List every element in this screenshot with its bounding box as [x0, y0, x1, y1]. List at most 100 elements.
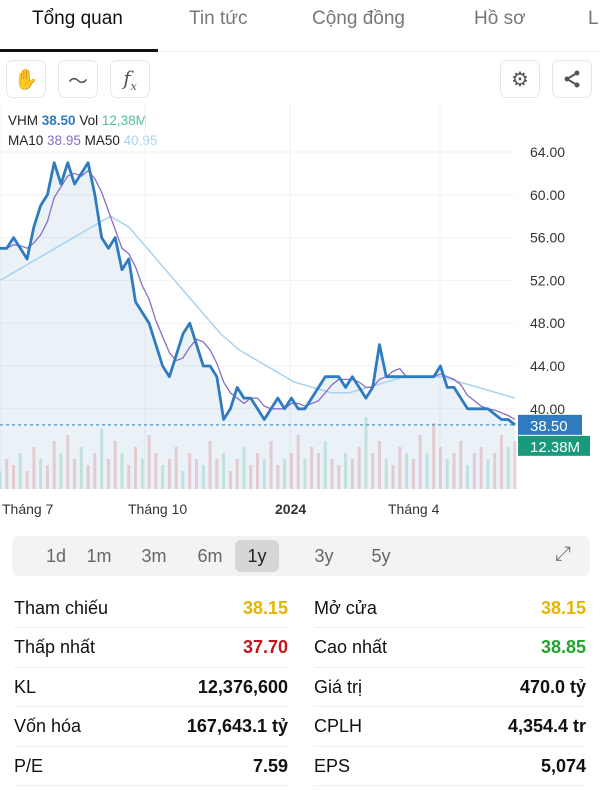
- stat-value: 470.0 tỷ: [519, 676, 586, 697]
- volume-bar: [499, 435, 503, 489]
- volume-bar: [303, 459, 307, 489]
- stat-label: Cao nhất: [314, 637, 388, 657]
- stat-label: Tham chiếu: [14, 597, 109, 618]
- volume-bar: [242, 447, 246, 489]
- tab-bar: Tổng quan Tin tức Cộng đồng Hồ sơ L: [0, 0, 600, 52]
- volume-bar: [466, 465, 470, 489]
- volume-bar: [269, 441, 273, 489]
- volume-bar: [513, 441, 517, 489]
- stat-value: 4,354.4 tr: [507, 716, 586, 736]
- volume-bar: [5, 459, 9, 489]
- period-selector: 1d 1m 3m 6m 1y 3y 5y: [12, 536, 590, 576]
- line-style-button[interactable]: 〜: [58, 60, 98, 98]
- legend-ma50: 40.95: [123, 133, 158, 148]
- stat-value: 38.15: [242, 597, 288, 618]
- volume-bar: [181, 471, 185, 489]
- volume-bar: [86, 465, 90, 489]
- volume-bar: [425, 453, 429, 489]
- period-3y[interactable]: 3y: [314, 545, 334, 566]
- period-1y[interactable]: 1y: [235, 540, 279, 572]
- volume-bar: [147, 435, 151, 489]
- x-tick-label: 2024: [275, 501, 306, 517]
- ma50-label: MA50: [84, 133, 120, 148]
- hand-tool-button[interactable]: ✋: [6, 60, 46, 98]
- volume-bar: [337, 465, 341, 489]
- period-1d[interactable]: 1d: [45, 545, 67, 566]
- price-line: [0, 161, 516, 426]
- period-5y[interactable]: 5y: [371, 545, 391, 566]
- stat-row: Mở cửa 38.15: [314, 589, 586, 628]
- volume-bar: [113, 441, 117, 489]
- volume-bar: [45, 465, 49, 489]
- tab-profile[interactable]: Hồ sơ: [474, 8, 526, 29]
- volume-bar: [222, 453, 226, 489]
- settings-button[interactable]: ⚙: [500, 60, 540, 98]
- period-3m[interactable]: 3m: [141, 545, 167, 566]
- stat-label: P/E: [14, 755, 44, 776]
- stat-row: Thấp nhất 37.70: [14, 629, 288, 668]
- y-tick-label: 48.00: [530, 315, 565, 331]
- stat-row: CPLH 4,354.4 tr: [314, 708, 586, 747]
- stat-row: Cao nhất 38.85: [314, 629, 586, 668]
- ma10-label: MA10: [8, 133, 44, 148]
- volume-bar: [228, 471, 232, 489]
- expand-icon[interactable]: ⤢: [555, 543, 571, 565]
- volume-bar: [127, 465, 131, 489]
- volume-bar: [384, 459, 388, 489]
- indicator-button[interactable]: fx: [110, 60, 150, 98]
- gear-icon: ⚙: [511, 68, 529, 91]
- stat-value: 38.15: [540, 597, 586, 618]
- volume-bar: [344, 453, 348, 489]
- volume-bar: [418, 435, 422, 489]
- volume-bar: [256, 453, 259, 489]
- y-tick-label: 60.00: [530, 187, 565, 203]
- volume-bar: [93, 453, 97, 489]
- volume-bar: [506, 447, 510, 489]
- volume-bar: [391, 465, 395, 489]
- volume-bar: [161, 465, 165, 489]
- volume-bar: [154, 453, 158, 489]
- tab-community[interactable]: Cộng đồng: [312, 8, 405, 29]
- y-tick-label: 40.00: [530, 401, 565, 417]
- volume-bar: [405, 453, 409, 489]
- volume-bar: [66, 435, 70, 489]
- stat-value: 7.59: [252, 755, 288, 776]
- share-button[interactable]: [552, 60, 592, 98]
- volume-bar: [364, 417, 368, 489]
- stat-row: Vốn hóa 167,643.1 tỷ: [14, 708, 288, 747]
- volume-bar: [174, 447, 178, 489]
- tab-more[interactable]: L: [588, 8, 599, 29]
- tab-news[interactable]: Tin tức: [189, 8, 248, 29]
- period-6m[interactable]: 6m: [197, 545, 223, 566]
- tab-overview[interactable]: Tổng quan: [32, 8, 123, 29]
- y-tick-label: 56.00: [530, 230, 565, 246]
- y-tick-label: 44.00: [530, 358, 565, 374]
- volume-bar: [276, 465, 280, 489]
- volume-bar: [371, 453, 375, 489]
- y-tick-label: 52.00: [530, 272, 565, 288]
- volume-bar: [0, 471, 2, 489]
- volume-tag-label: 12.38M: [530, 439, 580, 456]
- stat-value: 167,643.1 tỷ: [186, 716, 288, 736]
- volume-bar: [486, 459, 490, 489]
- volume-bar: [411, 459, 415, 489]
- volume-bar: [140, 459, 144, 489]
- volume-tag: [518, 435, 590, 456]
- stat-label: CPLH: [314, 716, 363, 736]
- volume-bar: [59, 453, 63, 489]
- stat-label: Giá trị: [314, 676, 363, 697]
- volume-bar: [316, 453, 320, 489]
- volume-bar: [167, 459, 171, 489]
- volume-bar: [445, 459, 449, 489]
- price-legend: VHM 38.50 Vol 12,38M: [8, 113, 147, 128]
- volume-bar: [350, 459, 354, 489]
- volume-bar: [195, 459, 199, 489]
- volume-bar: [39, 459, 43, 489]
- price-chart[interactable]: 64.0060.0056.0052.0048.0044.0040.0038.50…: [0, 104, 600, 524]
- volume-bar: [310, 447, 314, 489]
- period-1m[interactable]: 1m: [86, 545, 112, 566]
- volume-bar: [52, 441, 56, 489]
- stat-value: 5,074: [540, 755, 586, 776]
- volume-bar: [479, 447, 483, 489]
- volume-bar: [472, 453, 476, 489]
